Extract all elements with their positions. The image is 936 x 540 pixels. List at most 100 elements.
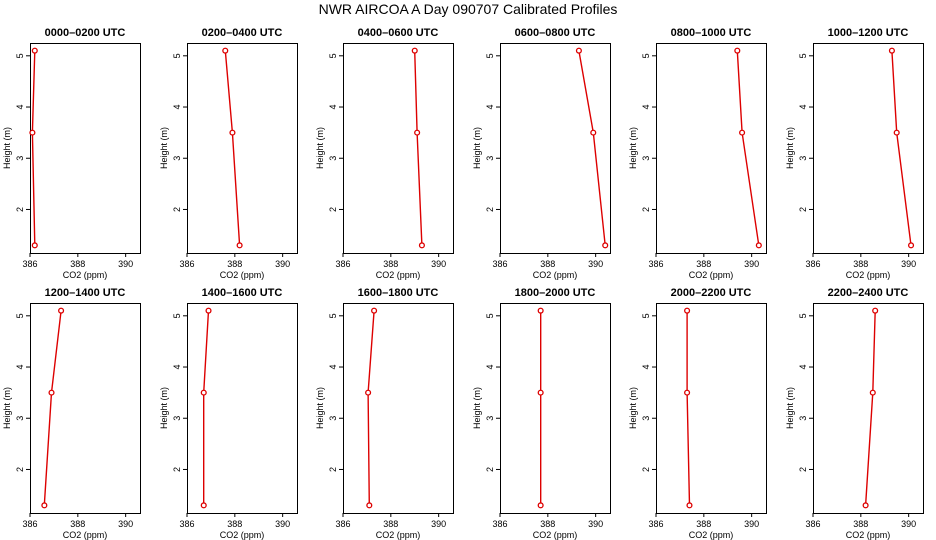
x-tick-label: 388 [383,259,398,269]
x-tick-label: 386 [335,519,350,529]
profile-point [200,502,207,509]
y-tick-label: 4 [15,365,25,370]
x-tick-label: 386 [22,259,37,269]
x-tick-label: 390 [901,259,916,269]
panel-title: 2200–2400 UTC [828,287,909,299]
y-axis-label: Height (m) [628,387,638,429]
profile-point [739,129,746,136]
y-axis-label: Height (m) [472,127,482,169]
panel-title: 1200–1400 UTC [45,287,126,299]
y-axis-label: Height (m) [472,387,482,429]
plot-frame [30,43,141,254]
profile-line [414,50,423,246]
y-tick-label: 4 [172,365,182,370]
x-axis-label: CO2 (ppm) [533,270,578,280]
plot-frame [343,43,454,254]
y-tick-label: 2 [485,467,495,472]
x-tick-label: 390 [588,259,603,269]
x-axis-label: CO2 (ppm) [533,530,578,540]
profile-point [734,47,741,54]
x-tick-label: 388 [70,259,85,269]
y-tick-label: 4 [172,105,182,110]
x-tick-label: 386 [335,259,350,269]
y-axis-label: Height (m) [159,387,169,429]
x-tick-label: 386 [648,259,663,269]
profile-point [686,502,693,509]
y-tick-label: 4 [328,365,338,370]
y-tick-label: 3 [798,156,808,161]
profile-point [907,242,915,249]
profile-point [872,307,879,314]
profile-point [236,242,243,249]
x-tick-label: 388 [696,519,711,529]
panel-title: 1400–1600 UTC [202,287,283,299]
profile-point [869,389,876,396]
panel-title: 1800–2000 UTC [515,287,596,299]
panel-7: 1400–1600 UTC 386 388 390 CO2 (ppm) 2 3 4 5 Heigh… [159,287,298,540]
panel-3: 0600–0800 UTC 386 388 390 CO2 (ppm) 2 3 4 5 Heigh… [472,27,611,280]
panel-11: 2200–2400 UTC 386 388 390 CO2 (ppm) 2 3 4 5 Heigh… [785,287,924,540]
y-tick-label: 4 [15,105,25,110]
y-tick-label: 2 [485,207,495,212]
y-axis-label: Height (m) [2,387,12,429]
y-tick-label: 2 [798,467,808,472]
x-tick-label: 390 [275,259,290,269]
x-tick-label: 386 [492,519,507,529]
x-tick-label: 388 [853,519,868,529]
y-tick-label: 5 [328,313,338,318]
profile-line [367,310,375,506]
x-axis-label: CO2 (ppm) [376,270,421,280]
y-tick-label: 4 [798,105,808,110]
panel-8: 1600–1800 UTC 386 388 390 CO2 (ppm) 2 3 4 5 Heigh… [315,287,454,540]
profile-point [684,389,691,396]
panel-0: 0000–0200 UTC 386 388 390 CO2 (ppm) 2 3 4 5 Heigh… [2,27,141,280]
y-tick-label: 2 [15,467,25,472]
plot-frame [500,43,611,254]
x-axis-label: CO2 (ppm) [689,530,734,540]
x-tick-label: 388 [383,519,398,529]
x-axis-label: CO2 (ppm) [846,270,891,280]
profile-point [365,389,372,396]
profile-point [684,307,691,314]
x-tick-label: 386 [22,519,37,529]
y-axis-label: Height (m) [785,127,795,169]
x-tick-label: 390 [744,259,759,269]
plot-frame [656,43,767,254]
x-tick-label: 390 [275,519,290,529]
y-tick-label: 3 [328,156,338,161]
profile-line [578,50,606,246]
y-tick-label: 5 [485,53,495,58]
panel-10: 2000–2200 UTC 386 388 390 CO2 (ppm) 2 3 4 5 Heigh… [628,287,767,540]
panel-title: 0600–0800 UTC [515,27,596,39]
profile-point [411,47,418,54]
y-tick-label: 2 [328,207,338,212]
x-tick-label: 388 [540,519,555,529]
y-tick-label: 3 [15,156,25,161]
x-tick-label: 386 [648,519,663,529]
profile-point [537,389,544,396]
y-axis-label: Height (m) [315,127,325,169]
profile-line [224,50,241,246]
y-axis-label: Height (m) [315,387,325,429]
y-tick-label: 5 [798,313,808,318]
x-tick-label: 390 [118,519,133,529]
profile-point [41,502,48,509]
profile-point [58,307,65,314]
x-tick-label: 388 [696,259,711,269]
x-tick-label: 390 [901,519,916,529]
x-tick-label: 388 [70,519,85,529]
profile-point [418,242,425,249]
panel-5: 1000–1200 UTC 386 388 390 CO2 (ppm) 2 3 4 5 Heigh… [785,27,924,280]
y-tick-label: 2 [328,467,338,472]
x-tick-label: 386 [492,259,507,269]
profile-point [590,129,597,136]
panel-title: 0800–1000 UTC [671,27,752,39]
y-tick-label: 4 [798,365,808,370]
profile-point [755,242,762,249]
profile-point [371,307,378,314]
y-tick-label: 2 [15,207,25,212]
panel-1: 0200–0400 UTC 386 388 390 CO2 (ppm) 2 3 4 5 Heigh… [159,27,298,280]
profile-line [864,310,876,506]
y-tick-label: 2 [172,207,182,212]
